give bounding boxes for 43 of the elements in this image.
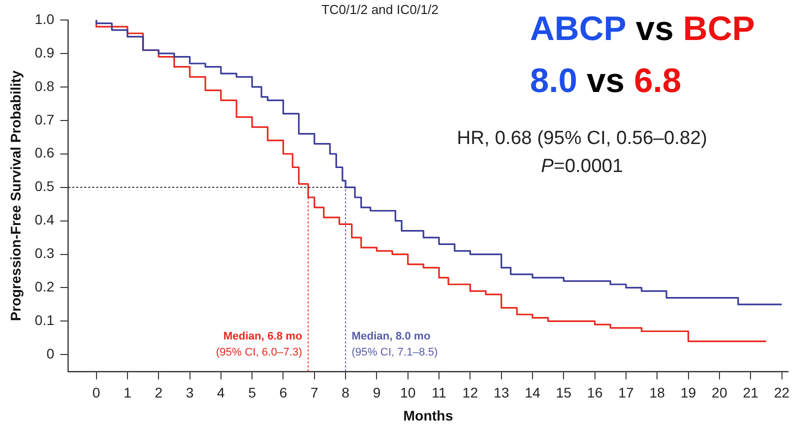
y-tick-label: 0.1 xyxy=(34,312,54,328)
y-tick-label: 0.9 xyxy=(34,44,54,60)
y-tick-label: 0.4 xyxy=(34,212,54,228)
x-tick-label: 5 xyxy=(248,384,256,401)
x-tick-label: 11 xyxy=(432,384,447,401)
y-tick-label: 0.5 xyxy=(34,178,54,194)
annotation: 8.0 vs 6.8 xyxy=(530,62,682,100)
x-tick-label: 22 xyxy=(774,384,790,401)
x-tick-label: 18 xyxy=(649,384,666,401)
annotation: P=0.0001 xyxy=(541,156,623,177)
x-tick-label: 2 xyxy=(154,384,163,401)
y-tick-label: 1.0 xyxy=(34,10,54,27)
chart-subtitle: TC0/1/2 and IC0/1/2 xyxy=(321,2,439,17)
x-tick-label: 17 xyxy=(618,384,634,401)
x-tick-label: 16 xyxy=(587,384,603,401)
y-tick-label: 0.6 xyxy=(34,144,54,161)
x-tick-label: 15 xyxy=(556,384,572,401)
y-tick-label: 0 xyxy=(46,346,54,362)
x-tick-label: 14 xyxy=(524,384,541,401)
x-tick-label: 0 xyxy=(92,384,100,401)
x-tick-label: 6 xyxy=(279,384,288,401)
x-tick-label: 10 xyxy=(400,384,416,401)
x-tick-label: 21 xyxy=(742,384,759,401)
annotation: HR, 0.68 (95% CI, 0.56–0.82) xyxy=(456,128,708,149)
y-tick-label: 0.3 xyxy=(34,245,54,262)
x-tick-label: 12 xyxy=(462,384,478,401)
x-tick-label: 1 xyxy=(124,384,132,401)
x-tick-label: 19 xyxy=(680,384,696,401)
y-tick-label: 0.7 xyxy=(34,111,54,128)
y-tick-label: 0.8 xyxy=(34,78,54,94)
ref-line-label: Median, 8.0 mo (95% CI, 7.1–8.5) xyxy=(352,330,438,358)
x-tick-label: 8 xyxy=(342,384,350,401)
annotation: ABCP vs BCP xyxy=(530,10,755,48)
x-tick-label: 3 xyxy=(186,384,194,401)
ref-line-label: Median, 6.8 mo (95% CI, 6.0–7.3) xyxy=(216,330,302,358)
x-tick-label: 4 xyxy=(217,384,226,401)
x-tick-label: 9 xyxy=(372,384,381,401)
x-tick-label: 7 xyxy=(310,384,319,401)
x-tick-label: 20 xyxy=(712,384,728,401)
y-tick-label: 0.2 xyxy=(34,278,54,295)
y-axis-title: Progression-Free Survival Probability xyxy=(7,70,24,321)
x-tick-label: 13 xyxy=(494,384,510,401)
x-axis-title: Months xyxy=(403,407,454,424)
